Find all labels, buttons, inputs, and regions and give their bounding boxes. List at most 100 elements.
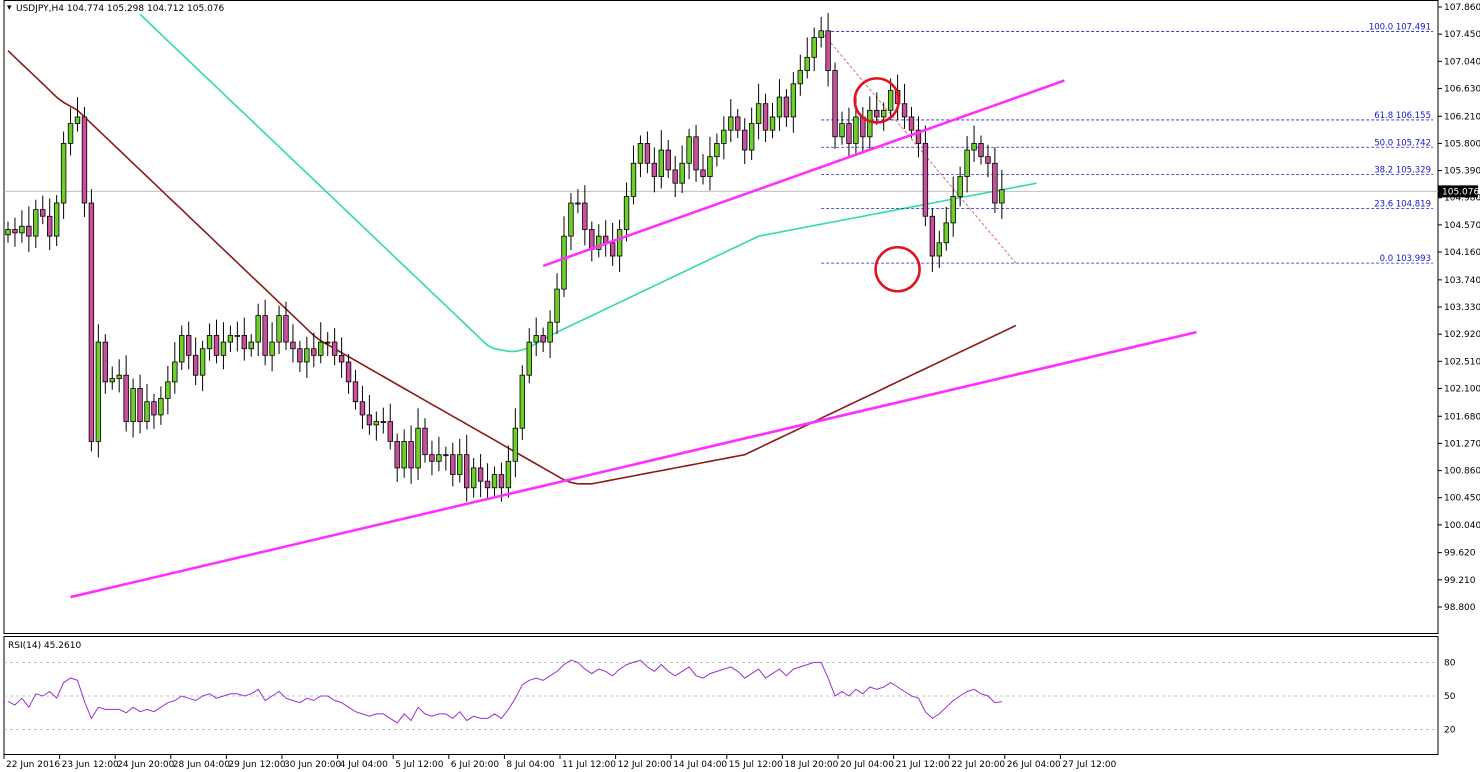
candle-body: [276, 315, 282, 343]
candle-body: [151, 401, 157, 416]
ma-slow-line: [7, 50, 1017, 485]
candle-body: [463, 454, 470, 489]
candle-body: [470, 467, 477, 489]
candle-body: [728, 116, 734, 131]
candle-body: [936, 242, 942, 257]
candle-body: [95, 341, 102, 442]
candle-body: [269, 341, 275, 356]
candle-body: [748, 123, 755, 151]
candle-body: [137, 388, 143, 422]
x-tick-label: 27 Jul 12:00: [1062, 760, 1116, 770]
x-tick-label: 15 Jul 12:00: [729, 760, 783, 770]
candle-body: [950, 196, 956, 224]
candle-body: [241, 335, 247, 350]
x-tick-label: 18 Jul 20:00: [784, 760, 838, 770]
candle-body: [839, 123, 845, 138]
current-price-label: 105.076: [1442, 187, 1479, 197]
candle-body: [512, 427, 519, 462]
fib-level-label: 0.0 103.993: [1380, 254, 1431, 264]
y-tick-label: 103.740: [1444, 276, 1480, 286]
rsi-level-label: 20: [1444, 726, 1456, 736]
candle-body: [408, 441, 414, 469]
candle-body: [450, 454, 456, 475]
candle-body: [5, 229, 11, 236]
candle-body: [804, 56, 810, 71]
candle-body: [165, 381, 171, 399]
candle-body: [533, 335, 539, 343]
x-tick-label: 24 Jun 20:00: [117, 760, 174, 770]
candle-body: [679, 162, 685, 184]
candle-body: [999, 189, 1005, 204]
candle-body: [338, 354, 345, 363]
candle-body: [304, 348, 310, 363]
candle-body: [491, 474, 498, 489]
candle-body: [373, 421, 380, 426]
y-tick-label: 102.510: [1444, 357, 1480, 367]
candle-body: [825, 30, 831, 71]
candle-body: [797, 70, 803, 85]
candle-body: [582, 202, 588, 230]
y-tick-label: 100.040: [1444, 521, 1480, 531]
candle-body: [623, 196, 630, 230]
fib-level-label: 100.0 107.491: [1369, 22, 1431, 32]
candle-body: [387, 421, 393, 442]
candle-body: [74, 116, 81, 124]
candle-body: [19, 225, 25, 234]
candle-body: [130, 388, 136, 422]
candle-body: [394, 441, 400, 469]
candle-body: [213, 335, 220, 356]
candle-body: [971, 143, 977, 151]
candle-body: [561, 235, 567, 290]
candle-body: [88, 202, 95, 442]
candle-body: [609, 242, 616, 257]
moving-averages: [7, 13, 1037, 485]
chart-menu-icon[interactable]: ▾: [7, 3, 12, 13]
candle-body: [922, 143, 929, 217]
candle-body: [519, 374, 525, 429]
x-tick-label: 21 Jul 12:00: [896, 760, 950, 770]
ma-fast-line: [139, 13, 1037, 353]
candle-body: [345, 361, 352, 383]
candle-body: [484, 480, 491, 489]
candle-body: [637, 143, 644, 164]
x-tick-label: 20 Jul 04:00: [840, 760, 894, 770]
candle-body: [172, 361, 178, 383]
candle-body: [589, 229, 595, 250]
candle-body: [248, 341, 254, 350]
x-tick-label: 28 Jun 04:00: [173, 760, 230, 770]
candle-body: [311, 348, 317, 356]
candle-body: [185, 335, 192, 356]
candle-body: [811, 37, 817, 58]
price-axis: 107.860 107.450 107.040 106.630 106.210 105.8…: [1438, 3, 1480, 613]
candle-body: [26, 225, 32, 237]
candle-body: [992, 162, 998, 204]
candle-body: [783, 96, 790, 118]
x-tick-label: 29 Jun 12:00: [228, 760, 285, 770]
candle-body: [929, 215, 936, 257]
candle-body: [199, 348, 206, 376]
x-tick-label: 6 Jul 20:00: [451, 760, 500, 770]
candle-body: [318, 341, 324, 356]
candle-body: [616, 229, 623, 257]
y-tick-label: 104.980: [1444, 194, 1480, 204]
candle-body: [881, 109, 887, 118]
candle-body: [60, 143, 67, 204]
candle-body: [651, 162, 658, 177]
rsi-indicator: 80 50 20: [4, 658, 1456, 736]
candle-body: [853, 116, 859, 144]
candle-body: [714, 143, 720, 158]
rsi-panel-frame: [3, 636, 1439, 755]
candle-body: [887, 90, 894, 111]
candle-body: [192, 354, 199, 376]
candle-body: [331, 341, 338, 356]
y-tick-label: 104.570: [1444, 221, 1480, 231]
candle-body: [686, 136, 692, 164]
candle-body: [568, 202, 574, 237]
y-tick-label: 100.860: [1444, 467, 1480, 477]
candle-body: [102, 341, 108, 383]
candle-body: [735, 116, 741, 131]
candle-body: [498, 474, 505, 489]
candle-body: [255, 315, 261, 343]
x-tick-label: 12 Jul 20:00: [618, 760, 672, 770]
